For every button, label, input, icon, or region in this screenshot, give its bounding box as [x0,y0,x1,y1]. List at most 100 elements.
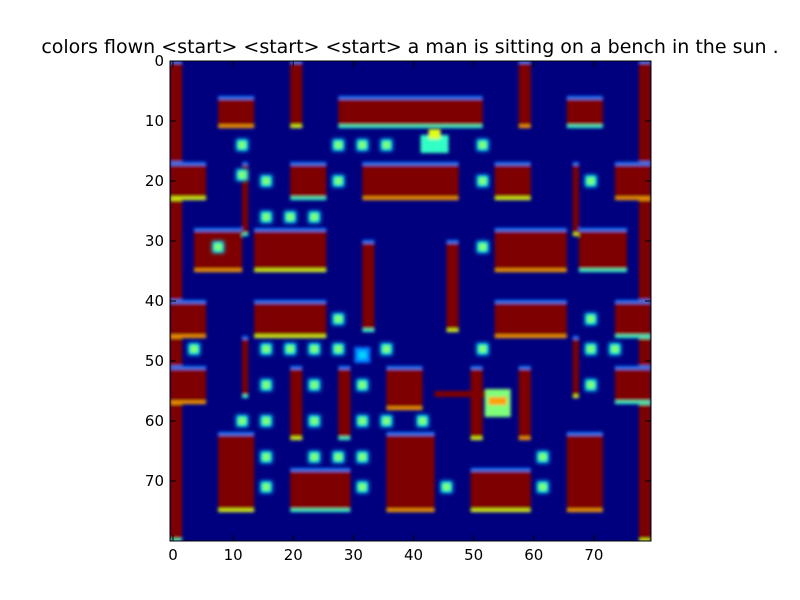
y-tick-label: 60 [145,412,164,430]
wall-block [518,367,531,439]
pellet [358,417,367,425]
wall-block [470,469,531,511]
y-tick-label: 50 [145,352,164,370]
y-tick-label: 30 [145,232,164,250]
wall-edge-bottom [614,335,651,338]
wall-edge-top [446,240,459,243]
x-tick-label: 10 [224,546,243,564]
wall-block [218,97,255,127]
ghost-eyes [488,397,507,405]
pellet [310,213,319,221]
wall-edge-bottom [170,335,207,338]
pellets [188,139,621,493]
x-tick-label: 30 [344,546,363,564]
pellet [262,213,271,221]
wall-block [614,301,651,337]
pellet [286,345,295,353]
wall-edge-top [218,96,255,99]
wall-edge-top [470,468,531,471]
wall-edge-top [572,162,579,165]
pellet [310,453,319,461]
wall-edge-bottom [494,197,531,200]
wall-block [494,301,567,337]
wall-block [242,163,249,235]
wall-edge-bottom [338,125,483,128]
wall-edge-top [362,162,459,165]
wall-edge-top [290,366,303,369]
wall-edge-top [578,228,627,231]
wall-edge-bottom [170,401,207,404]
wall-edge-bottom [254,269,327,272]
wall-edge-top [254,228,327,231]
wall-edge-top [386,432,435,435]
wall-block [434,391,495,397]
wall-edge-bottom [470,437,483,440]
wall-edge-bottom [362,197,459,200]
wall-block [566,433,603,511]
pellet [238,171,247,179]
wall-block [290,469,351,511]
wall-edge-top [494,162,531,165]
wall-edge-bottom [518,125,531,128]
y-tick-label: 0 [154,52,164,70]
wall-edge-top [170,366,207,369]
wall-edge-bottom [242,233,249,236]
wall-edge-bottom [290,509,351,512]
wall-block [362,241,375,331]
x-tick-label: 20 [284,546,303,564]
wall-edge-top [572,336,579,339]
pellet [610,345,619,353]
wall-block [362,163,459,199]
pellet [310,417,319,425]
pellet [334,177,343,185]
wall-edge-top [170,300,207,303]
wall-edge-bottom [518,437,531,440]
wall-edge-bottom [446,329,459,332]
x-tick-label: 40 [404,546,423,564]
pellet [310,381,319,389]
wall-edge-bottom [194,269,243,272]
wall-block [254,301,327,337]
pellet [586,177,595,185]
wall-edge-bottom [638,539,651,541]
player-sprite-top [428,129,441,139]
wall-edge-bottom [290,125,303,128]
pellet [214,243,223,251]
wall-block [386,367,423,409]
plot-title: colors flown <start> <start> <start> a m… [41,36,779,58]
pellet [334,315,343,323]
pellet [586,345,595,353]
small-sprite-core [358,351,367,359]
pellet [358,381,367,389]
wall-edge-top [470,366,483,369]
wall-edge-bottom [218,509,255,512]
pellet [382,141,391,149]
pellet [286,213,295,221]
pellet [382,345,391,353]
wall-block [578,229,627,271]
wall-edge-top [614,300,651,303]
x-tick-label: 70 [584,546,603,564]
pellet [190,345,199,353]
wall-edge-top [566,96,603,99]
wall-block [386,433,435,511]
wall-edge-top [218,432,255,435]
wall-edge-bottom [470,509,531,512]
x-tick-label: 50 [464,546,483,564]
wall-edge-top [518,61,531,63]
pellet [310,345,319,353]
wall-edge-top [338,96,483,99]
pellet [358,483,367,491]
wall-edge-bottom [254,335,327,338]
wall-edge-bottom [218,125,255,128]
heatmap-area [170,61,651,541]
wall-block [290,61,303,127]
wall-block [614,163,651,199]
wall-block [218,433,255,511]
wall-block [338,367,351,439]
wall-edge-bottom [494,335,567,338]
y-tick-label: 10 [145,112,164,130]
wall-block [446,241,459,331]
wall-block [290,163,327,199]
pellet [262,345,271,353]
